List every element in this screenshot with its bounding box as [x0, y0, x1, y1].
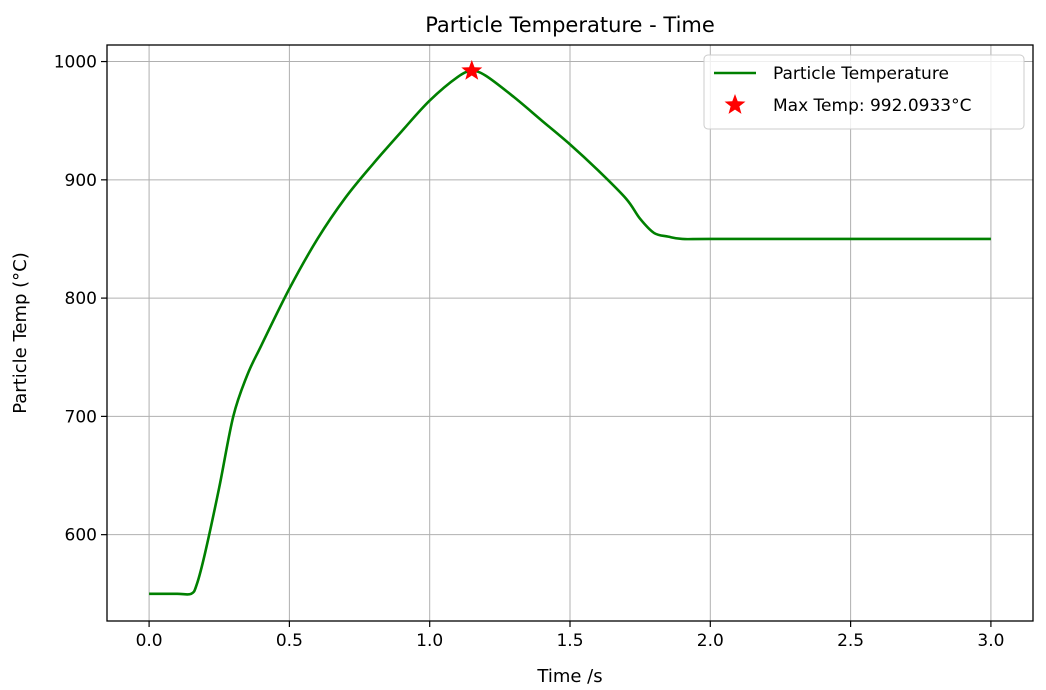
x-tick-label: 2.5 — [837, 631, 864, 651]
y-tick-label: 700 — [65, 407, 97, 427]
x-tick-label: 0.0 — [136, 631, 163, 651]
y-axis-label: Particle Temp (°C) — [10, 252, 31, 414]
grid — [107, 45, 1033, 621]
x-tick-label: 0.5 — [276, 631, 303, 651]
x-tick-label: 1.0 — [416, 631, 443, 651]
series-line-particle-temperature — [149, 69, 991, 596]
marker-layer — [461, 59, 483, 80]
x-tick-label: 3.0 — [977, 631, 1004, 651]
x-tick-label: 2.0 — [697, 631, 724, 651]
legend-label-max: Max Temp: 992.0933°C — [773, 96, 971, 116]
ticks: 0.0 0.5 1.0 1.5 2.0 2.5 3.0 600 700 800 900 1000 — [54, 53, 1005, 651]
x-tick-label: 1.5 — [556, 631, 583, 651]
max-temp-star-marker — [461, 59, 483, 80]
legend-star-icon — [724, 94, 746, 114]
legend-label-series: Particle Temperature — [773, 64, 949, 84]
y-tick-label: 800 — [65, 289, 97, 309]
legend: Particle Temperature Max Temp: 992.0933°… — [703, 54, 1025, 130]
legend-box — [703, 54, 1025, 130]
y-tick-label: 900 — [65, 171, 97, 191]
x-axis-label: Time /s — [536, 666, 602, 687]
y-tick-label: 1000 — [54, 53, 97, 73]
chart-title: Particle Temperature - Time — [425, 13, 715, 37]
series-layer — [149, 69, 991, 596]
y-tick-label: 600 — [65, 526, 97, 546]
